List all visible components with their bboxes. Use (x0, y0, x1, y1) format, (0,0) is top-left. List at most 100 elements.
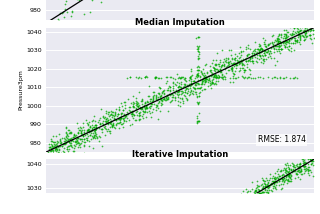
Point (123, 114, 128, 117)
Point (57, 33, 62, 36)
Point (144, 105, 149, 109)
Point (238, 61, 243, 65)
Point (259, 176, 264, 179)
Point (283, 41, 288, 45)
Point (198, 70, 203, 73)
Point (129, 111, 134, 114)
Point (217, 205, 222, 209)
Point (283, 168, 288, 171)
Point (195, 119, 200, 122)
Point (202, 74, 207, 78)
Point (122, 112, 127, 115)
Point (58, 138, 63, 141)
Point (165, 93, 170, 97)
Point (82, 13, 87, 16)
Point (124, 116, 129, 120)
Point (170, 86, 175, 89)
Point (192, 80, 197, 83)
Point (172, 99, 177, 102)
Point (210, 77, 215, 80)
Point (169, 98, 174, 102)
Point (89, 128, 94, 131)
Point (233, 207, 238, 211)
Point (111, 125, 116, 129)
Point (76, 0, 82, 1)
Point (75, 136, 80, 139)
Point (196, 44, 201, 48)
Point (302, 36, 307, 39)
Point (250, 198, 255, 201)
Point (113, 118, 118, 122)
Point (83, 131, 88, 134)
Point (232, 198, 237, 202)
Point (119, 104, 124, 108)
Point (302, 29, 307, 33)
Point (244, 76, 250, 79)
Point (62, 140, 67, 143)
Point (277, 174, 282, 178)
Point (275, 59, 280, 63)
Point (240, 205, 245, 208)
Point (62, 141, 68, 145)
Point (237, 67, 243, 70)
Point (176, 91, 181, 94)
Point (204, 77, 210, 81)
Point (260, 48, 265, 51)
Point (87, 144, 92, 148)
Point (167, 85, 172, 89)
Point (258, 54, 263, 58)
Point (268, 182, 273, 185)
Point (242, 68, 247, 71)
Point (205, 78, 210, 82)
Point (251, 195, 256, 198)
Point (261, 76, 266, 80)
Point (303, 37, 308, 41)
Point (133, 101, 138, 105)
Point (243, 60, 248, 63)
Point (120, 122, 125, 125)
Point (161, 97, 166, 101)
Point (265, 186, 270, 189)
Point (209, 80, 214, 84)
Point (58, 139, 63, 143)
Point (204, 62, 209, 66)
Point (227, 211, 232, 214)
Point (274, 48, 279, 51)
Point (230, 213, 235, 214)
Point (125, 112, 130, 115)
Point (278, 47, 283, 51)
Point (137, 111, 142, 115)
Point (298, 169, 303, 173)
Point (202, 87, 207, 90)
Point (180, 96, 185, 99)
Point (127, 76, 132, 79)
Point (118, 119, 123, 122)
Point (87, 139, 92, 142)
Point (252, 48, 257, 51)
Point (294, 163, 299, 167)
Point (176, 92, 181, 96)
Point (109, 113, 115, 117)
Point (271, 43, 276, 46)
Point (281, 178, 286, 182)
Point (296, 29, 301, 33)
Point (131, 104, 136, 107)
Point (248, 47, 253, 51)
Point (109, 113, 114, 116)
Point (294, 39, 299, 42)
Point (196, 36, 202, 39)
Point (276, 44, 281, 47)
Point (91, 129, 96, 133)
Point (276, 47, 282, 51)
Point (130, 102, 135, 106)
Point (256, 57, 261, 60)
Point (150, 108, 156, 111)
Point (109, 126, 114, 129)
Point (52, 155, 57, 159)
Point (227, 62, 232, 66)
Point (189, 89, 194, 92)
Point (305, 156, 310, 159)
Point (209, 210, 214, 213)
Point (80, 125, 85, 129)
Point (72, 133, 77, 137)
